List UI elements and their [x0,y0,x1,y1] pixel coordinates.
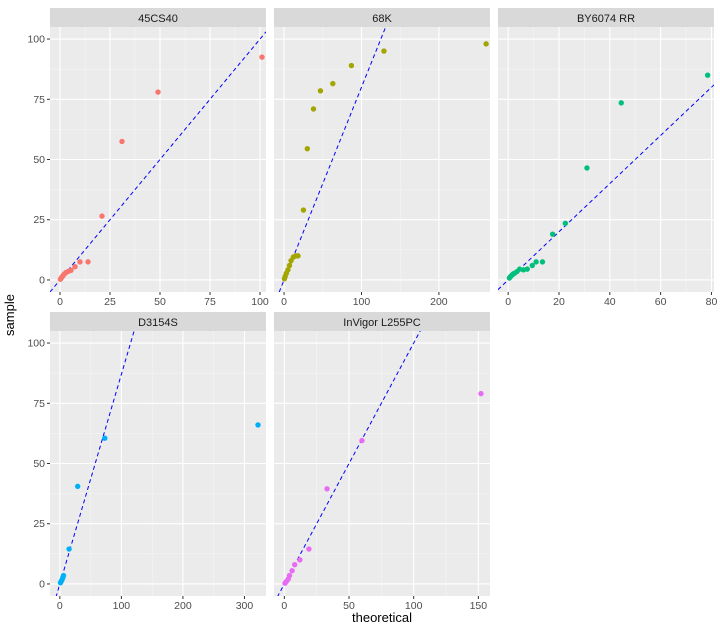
data-point [584,165,590,171]
facet-panel: BY6074 RR 0 20 40 60 80 [498,8,717,308]
data-point [259,54,265,60]
data-point [381,48,387,54]
data-point [60,572,67,579]
reference-line [50,31,266,292]
x-tick-label: 200 [430,296,448,308]
facet-strip-label: 45CS40 [138,13,178,25]
data-point [529,262,536,269]
reference-line [498,84,714,290]
data-point [478,390,484,397]
data-point [306,546,312,552]
data-point [119,138,125,145]
data-point [310,106,317,112]
y-tick-label: 75 [33,94,45,106]
facet-panel: D3154S 0 100 200 300 0 25 50 75 100 [27,312,266,612]
x-tick-label: 25 [104,296,116,308]
data-point [483,41,489,47]
data-point [330,80,336,87]
x-tick-label: 40 [604,296,616,308]
x-tick-label: 20 [553,296,565,308]
facet-panel: InVigor L255PC 0 50 100 150 [274,312,490,612]
facet-strip-label: BY6074 RR [577,13,635,25]
data-point [286,572,293,579]
facet-strip-label: InVigor L255PC [343,317,421,329]
y-tick-label: 0 [39,578,45,590]
data-point [618,100,624,106]
data-point [74,483,81,490]
y-tick-label: 100 [27,34,45,46]
data-point [562,220,569,227]
data-point [291,561,298,568]
x-tick-label: 75 [204,296,216,308]
x-tick-label: 0 [281,600,287,612]
x-tick-label: 100 [251,296,269,308]
data-point [300,207,307,213]
x-tick-label: 0 [57,600,63,612]
data-point [304,145,310,152]
data-point [359,437,365,444]
data-point [704,72,711,78]
data-point [289,568,295,574]
data-point [286,262,293,269]
data-point [317,88,324,94]
y-tick-label: 25 [33,214,45,226]
x-tick-label: 150 [470,600,488,612]
data-point [155,89,161,95]
data-point [549,231,556,237]
facet-strip [50,312,266,331]
data-point [295,253,301,259]
data-point [533,259,539,265]
data-point [539,259,546,265]
reference-line [55,331,135,596]
facet-panel: 45CS40 0 25 50 75 100 0 25 50 75 100 [27,8,269,308]
data-point [297,557,303,563]
data-point [66,546,72,552]
y-tick-label: 50 [33,154,45,166]
x-tick-label: 200 [174,600,192,612]
x-tick-label: 0 [57,296,63,308]
y-tick-label: 100 [27,338,45,350]
x-tick-label: 50 [343,600,355,612]
x-tick-label: 0 [281,296,287,308]
facet-strip [274,8,490,27]
x-tick-label: 100 [353,296,371,308]
y-tick-label: 25 [33,518,45,530]
data-point [324,486,330,492]
data-point [85,259,91,265]
data-point [77,259,83,265]
facet-strip [274,312,490,331]
data-point [99,213,105,219]
x-tick-label: 0 [505,296,511,308]
data-point [348,62,355,69]
x-tick-label: 80 [706,296,718,308]
x-tick-label: 100 [113,600,131,612]
y-axis-title: sample [2,294,17,336]
x-tick-label: 60 [655,296,667,308]
facet-strip-label: 68K [372,13,392,25]
y-tick-label: 75 [33,398,45,410]
facet-strip [498,8,714,27]
facet-panel: 68K 0 100 200 [274,8,490,308]
data-point [285,267,291,273]
data-point [72,264,78,270]
x-tick-label: 100 [405,600,423,612]
x-tick-label: 300 [236,600,254,612]
facet-strip-label: D3154S [138,317,178,329]
data-point [255,422,261,428]
facet-strip [50,8,266,27]
data-point [524,266,530,272]
y-tick-label: 50 [33,458,45,470]
data-point [102,435,108,441]
x-tick-label: 50 [154,296,166,308]
x-axis-title: theoretical [352,610,412,625]
y-tick-label: 0 [39,274,45,286]
reference-line [278,27,387,292]
data-point [68,267,74,274]
